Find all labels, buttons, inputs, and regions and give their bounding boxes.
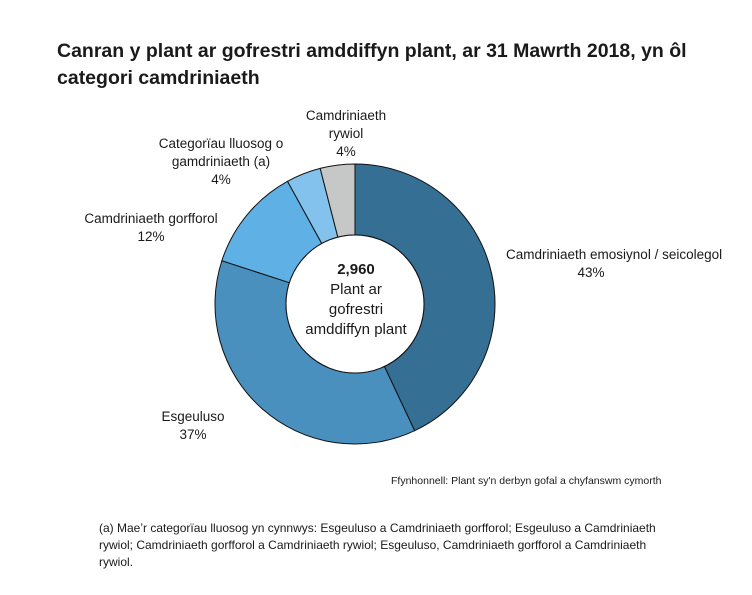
slice-name: Camdriniaeth gorfforol bbox=[84, 211, 218, 226]
center-total: 2,960 bbox=[337, 261, 375, 278]
slice-name: Camdriniaeth rywiol bbox=[305, 108, 387, 141]
center-label: 2,960 Plant ar gofrestri amddiffyn plant bbox=[301, 260, 411, 340]
slice-label-emotional: Camdriniaeth emosiynol / seicolegol 43% bbox=[506, 246, 722, 282]
slice-value: 4% bbox=[211, 172, 231, 187]
donut-hole bbox=[285, 234, 425, 374]
slice-name: Categorïau lluosog o gamdriniaeth (a) bbox=[158, 136, 284, 169]
slice-label-physical: Camdriniaeth gorfforol 12% bbox=[66, 210, 236, 246]
slice-label-multiple: Categorïau lluosog o gamdriniaeth (a) 4% bbox=[148, 135, 294, 189]
slice-name: Camdriniaeth emosiynol / seicolegol bbox=[506, 247, 723, 262]
footnote: (a) Mae’r categorïau lluosog yn cynnwys:… bbox=[99, 521, 656, 569]
slice-value: 12% bbox=[137, 229, 165, 244]
center-text: Plant ar gofrestri amddiffyn plant bbox=[305, 281, 407, 338]
slice-value: 43% bbox=[577, 265, 605, 280]
chart-title: Canran y plant ar gofrestri amddiffyn pl… bbox=[57, 40, 687, 89]
slice-value: 37% bbox=[179, 427, 207, 442]
slice-label-neglect: Esgeuluso 37% bbox=[148, 408, 238, 444]
source-note: Ffynhonnell: Plant sy'n derbyn gofal a c… bbox=[391, 475, 662, 487]
slice-value: 4% bbox=[336, 144, 356, 159]
slice-label-sexual: Camdriniaeth rywiol 4% bbox=[298, 107, 394, 161]
slice-name: Esgeuluso bbox=[161, 409, 225, 424]
